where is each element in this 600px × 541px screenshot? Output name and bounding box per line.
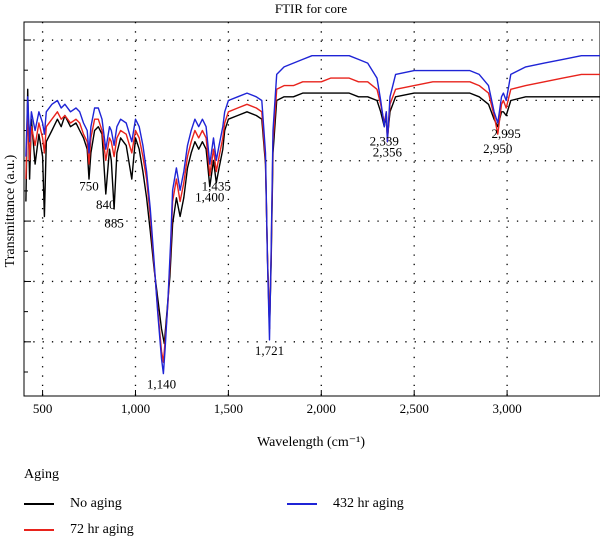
peak-label: 1,721 bbox=[255, 343, 284, 358]
peak-label: 2,356 bbox=[373, 145, 403, 160]
legend-swatch-no-aging bbox=[24, 503, 54, 505]
ftir-chart: FTIR for core 500 1,000 1,500 2,000 2,500 3,0… bbox=[3, 1, 600, 450]
legend: Aging No aging 72 hr aging 432 hr aging bbox=[0, 455, 600, 541]
x-tick-label: 1,500 bbox=[214, 401, 243, 416]
peak-label: 1,140 bbox=[147, 377, 176, 392]
peak-label: 1,435 bbox=[202, 178, 231, 193]
x-tick-label: 1,000 bbox=[121, 401, 150, 416]
series-line-3 bbox=[25, 55, 600, 375]
peak-label: 2,339 bbox=[370, 133, 399, 148]
plot-frame bbox=[23, 21, 600, 397]
legend-title: Aging bbox=[24, 467, 59, 482]
legend-item-no-aging: No aging bbox=[24, 496, 122, 512]
legend-label-432hr: 432 hr aging bbox=[333, 496, 404, 511]
peak-label: 750 bbox=[79, 178, 99, 193]
y-axis-label: Transmittance (a.u.) bbox=[3, 154, 18, 267]
peak-label: 840 bbox=[96, 197, 116, 212]
peak-label: 2,995 bbox=[492, 126, 521, 141]
legend-item-432hr: 432 hr aging bbox=[287, 496, 404, 512]
legend-item-72hr: 72 hr aging bbox=[24, 522, 134, 538]
legend-label-72hr: 72 hr aging bbox=[70, 522, 134, 537]
legend-swatch-432hr bbox=[287, 503, 317, 505]
series-line-2 bbox=[25, 73, 600, 363]
chart-title: FTIR for core bbox=[275, 1, 347, 16]
x-tick-label: 2,500 bbox=[400, 401, 429, 416]
series-lines bbox=[25, 55, 600, 375]
x-axis-label: Wavelength (cm⁻¹) bbox=[257, 435, 365, 450]
grid-lines bbox=[24, 22, 600, 396]
peak-label: 885 bbox=[104, 216, 124, 231]
legend-swatch-72hr bbox=[24, 529, 54, 531]
x-tick-label: 3,000 bbox=[492, 401, 521, 416]
x-tick-label: 2,000 bbox=[307, 401, 336, 416]
x-tick-label: 500 bbox=[33, 401, 53, 416]
x-ticks: 500 1,000 1,500 2,000 2,500 3,000 bbox=[33, 390, 522, 416]
peak-label: 2,950 bbox=[483, 141, 512, 156]
legend-label-no-aging: No aging bbox=[70, 496, 122, 511]
peak-label: 1,400 bbox=[195, 190, 224, 205]
